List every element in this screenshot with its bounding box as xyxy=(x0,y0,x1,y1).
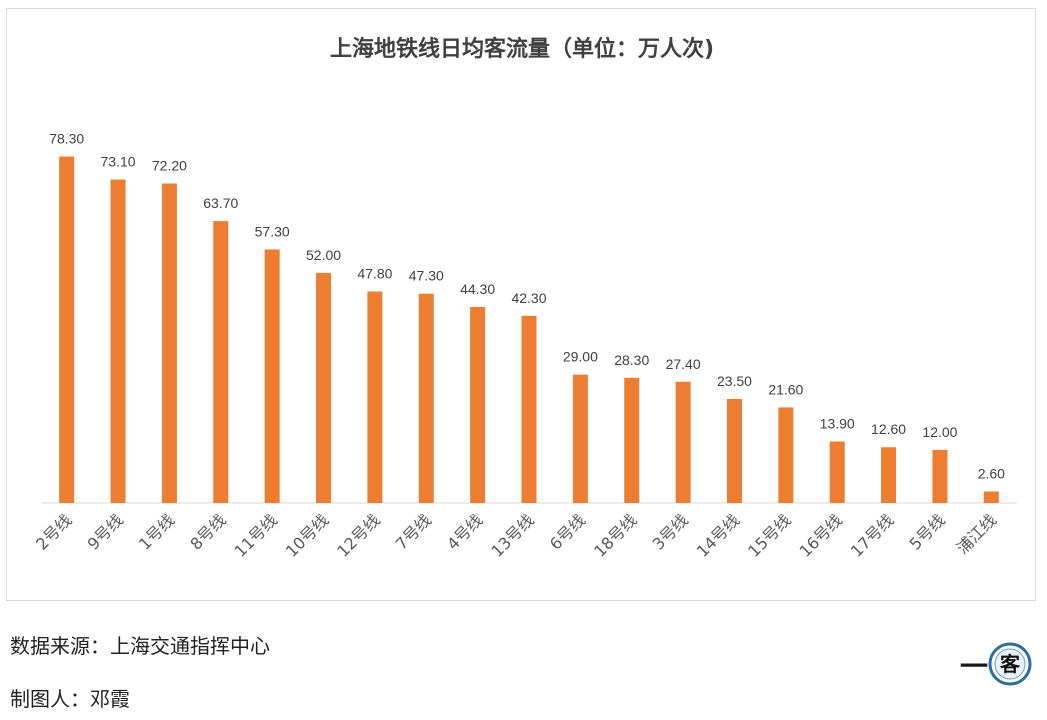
bar-5 xyxy=(316,272,332,503)
x-tick-label-7: 7号线 xyxy=(392,510,435,553)
data-label-18: 2.60 xyxy=(978,465,1005,481)
x-tick-label-3: 8号线 xyxy=(186,510,229,553)
data-label-12: 27.40 xyxy=(666,356,701,372)
bar-1 xyxy=(110,179,126,503)
bar-8 xyxy=(470,306,486,503)
x-tick-label-10: 6号线 xyxy=(546,510,589,553)
bar-chart: 78.30 2号线 73.10 9号线 72.20 1号线 63.70 8号线 57.30 11号… xyxy=(32,131,1017,561)
data-label-1: 73.10 xyxy=(101,154,136,170)
bar-0 xyxy=(59,156,75,503)
data-label-3: 63.70 xyxy=(203,195,238,211)
data-label-10: 29.00 xyxy=(563,349,598,365)
x-tick-label-13: 14号线 xyxy=(693,510,743,560)
logo-dash: 一 xyxy=(960,650,988,683)
x-tick-label-17: 5号线 xyxy=(906,510,949,553)
chart-title: 上海地铁线日均客流量（单位：万人次) xyxy=(329,37,715,62)
author-text: 制图人：邓霞 xyxy=(10,687,130,711)
bar-18 xyxy=(983,491,999,503)
data-source-text: 数据来源：上海交通指挥中心 xyxy=(10,634,270,658)
x-tick-label-14: 15号线 xyxy=(744,510,794,560)
bar-4 xyxy=(264,249,280,503)
data-label-4: 57.30 xyxy=(255,223,290,239)
logo-circle-icon xyxy=(988,642,1032,686)
x-tick-label-5: 10号线 xyxy=(282,510,332,560)
data-label-16: 12.60 xyxy=(871,421,906,437)
bar-10 xyxy=(572,374,588,503)
x-tick-label-1: 9号线 xyxy=(84,510,127,553)
bar-13 xyxy=(726,399,742,503)
x-tick-label-6: 12号线 xyxy=(333,510,383,560)
data-label-8: 44.30 xyxy=(460,281,495,297)
x-tick-label-0: 2号线 xyxy=(32,510,75,553)
data-label-17: 12.00 xyxy=(922,424,957,440)
bar-15 xyxy=(829,441,845,503)
bar-3 xyxy=(213,221,229,503)
data-label-7: 47.30 xyxy=(409,268,444,284)
x-tick-label-12: 3号线 xyxy=(649,510,692,553)
x-tick-label-2: 1号线 xyxy=(135,510,178,553)
bar-12 xyxy=(675,381,691,503)
data-label-13: 23.50 xyxy=(717,373,752,389)
x-tick-label-15: 16号线 xyxy=(796,510,846,560)
x-tick-label-8: 4号线 xyxy=(443,510,486,553)
data-label-14: 21.60 xyxy=(768,381,803,397)
x-tick-label-18: 浦江线 xyxy=(953,510,1000,557)
logo-text: 客 xyxy=(999,652,1021,676)
bar-14 xyxy=(778,407,794,503)
brand-logo: 一 客 xyxy=(960,642,1032,686)
x-tick-label-11: 18号线 xyxy=(590,510,640,560)
data-label-15: 13.90 xyxy=(820,415,855,431)
bar-16 xyxy=(881,447,897,503)
bar-17 xyxy=(932,449,948,503)
data-label-0: 78.30 xyxy=(49,131,84,147)
data-label-11: 28.30 xyxy=(614,352,649,368)
data-label-5: 52.00 xyxy=(306,247,341,263)
x-tick-label-9: 13号线 xyxy=(487,510,537,560)
x-tick-label-4: 11号线 xyxy=(231,510,281,560)
chart-frame: 上海地铁线日均客流量（单位：万人次) 78.30 2号线 73.10 9号线 72.20… xyxy=(6,8,1036,601)
data-label-9: 42.30 xyxy=(511,290,546,306)
bar-2 xyxy=(161,183,177,503)
bar-9 xyxy=(521,315,537,503)
bar-11 xyxy=(624,377,640,503)
data-label-6: 47.80 xyxy=(357,265,392,281)
x-tick-label-16: 17号线 xyxy=(847,510,897,560)
data-label-2: 72.20 xyxy=(152,158,187,174)
logo-circle-inner-icon xyxy=(994,648,1026,680)
bar-7 xyxy=(418,293,434,503)
bar-6 xyxy=(367,291,383,503)
